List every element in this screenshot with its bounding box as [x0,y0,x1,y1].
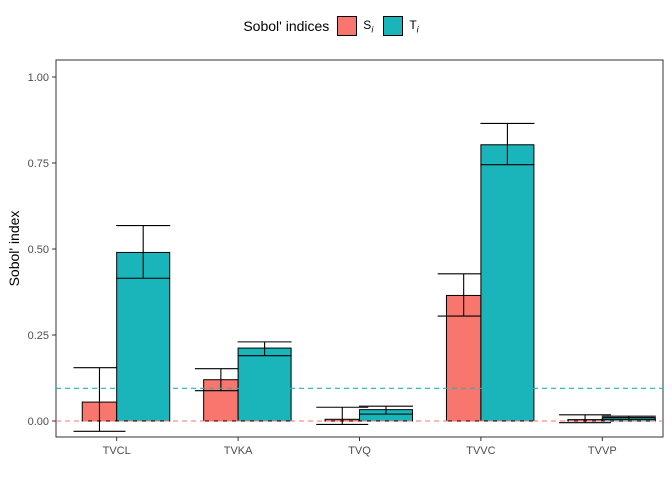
legend-label-si: Si [363,17,374,35]
bar-tvcl-ti [116,251,171,422]
y-tick-label: 0.25 [28,330,49,342]
y-axis-label: Sobol' index [6,211,22,287]
y-tick-label: 0.75 [28,158,49,170]
y-tick-label: 1.00 [28,72,49,84]
legend-item-ti: Ti [383,16,419,36]
x-tick-label: TVKA [224,445,253,457]
y-tick-label: 0.00 [28,416,49,428]
legend-item-si: Si [337,16,373,36]
legend: Sobol' indices Si Ti [0,12,672,40]
bar-tvvc-ti [480,144,535,422]
legend-swatch-si [337,16,358,36]
legend-swatch-ti [383,16,404,36]
bar-tvka-ti [237,347,292,422]
x-tick-label: TVVP [588,445,617,457]
x-tick-label: TVQ [348,445,371,457]
legend-label-ti: Ti [409,17,419,35]
x-tick-label: TVCL [103,445,131,457]
legend-title: Sobol' indices [243,18,330,34]
y-tick-label: 0.50 [28,244,49,256]
x-tick-label: TVVC [466,445,495,457]
